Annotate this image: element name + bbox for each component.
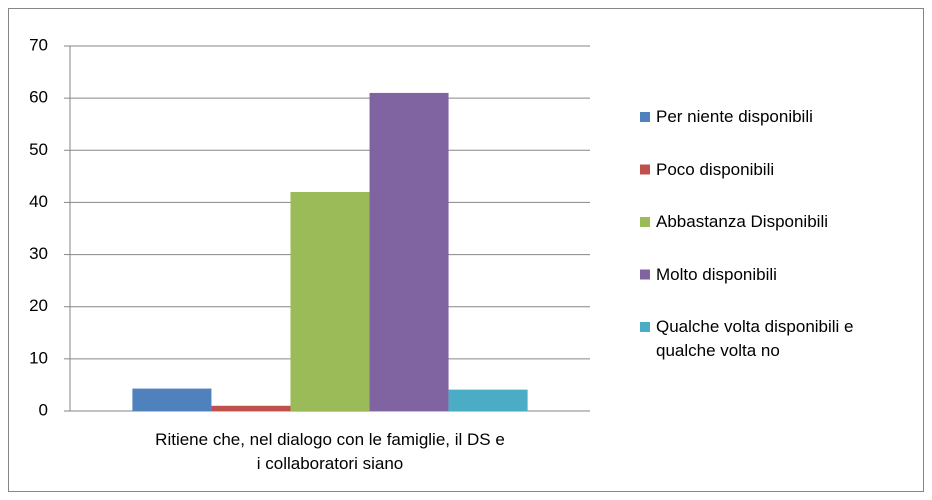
legend-label: Qualche volta disponibili e qualche volt… (656, 317, 854, 360)
y-tick-label: 20 (29, 296, 48, 315)
legend-label: Molto disponibili (656, 264, 777, 284)
y-tick-label: 30 (29, 244, 48, 263)
y-tick-label: 60 (29, 88, 48, 107)
legend-swatch (640, 112, 650, 122)
legend-swatch (640, 217, 650, 227)
legend-label: Abbastanza Disponibili (656, 212, 828, 231)
legend-swatch (640, 322, 650, 332)
bar (448, 389, 528, 411)
legend-label: Per niente disponibili (656, 107, 813, 126)
bar (132, 388, 212, 411)
chart-border (8, 8, 924, 492)
bar (290, 192, 370, 411)
y-tick-label: 70 (29, 35, 48, 54)
bar (369, 92, 449, 411)
y-tick-label: 10 (29, 348, 48, 367)
y-tick-label: 50 (29, 140, 48, 159)
legend-swatch (640, 164, 650, 175)
legend-label: Poco disponibili (656, 159, 775, 179)
legend-swatch (640, 269, 650, 280)
x-tick-label: Ritiene che, nel dialogo con le famiglie… (155, 430, 505, 473)
bar (211, 405, 291, 411)
y-tick-label: 40 (29, 192, 48, 211)
y-tick-label: 0 (39, 400, 48, 419)
